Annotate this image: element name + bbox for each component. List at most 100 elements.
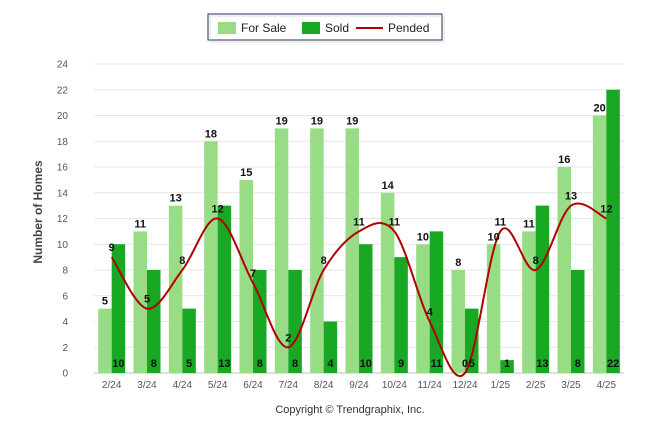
x-tick-label: 2/24 [102, 380, 122, 391]
bar-for-sale[interactable] [98, 308, 112, 373]
data-label-sold: 11 [431, 358, 443, 370]
bar-sold[interactable] [359, 244, 373, 373]
bar-for-sale[interactable] [451, 270, 466, 373]
bar-for-sale[interactable] [522, 231, 536, 373]
data-label-for-sale: 5 [102, 296, 108, 308]
y-tick-label: 16 [57, 163, 69, 174]
legend-item-for-sale[interactable]: For Sale [218, 21, 287, 35]
bar-sold[interactable] [323, 321, 338, 374]
data-label-pended: 11 [389, 216, 401, 228]
legend-item-sold[interactable]: Sold [302, 21, 349, 35]
y-tick-label: 10 [57, 240, 69, 251]
bar-for-sale[interactable] [168, 205, 183, 373]
bar-for-sale[interactable] [274, 128, 289, 373]
data-label-pended: 13 [565, 191, 577, 203]
bar-sold[interactable] [571, 270, 585, 373]
data-label-for-sale: 11 [523, 218, 535, 230]
data-label-for-sale: 14 [381, 180, 394, 192]
data-label-sold: 8 [151, 358, 157, 370]
data-label-sold: 10 [360, 358, 372, 370]
legend: For Sale Sold Pended [207, 13, 445, 43]
bars [98, 89, 620, 374]
x-tick-label: 3/25 [561, 380, 581, 391]
bar-for-sale[interactable] [310, 128, 324, 373]
bar-sold[interactable] [182, 308, 196, 373]
bar-for-sale[interactable] [486, 244, 501, 373]
x-tick-label: 4/24 [173, 380, 193, 391]
data-label-pended: 9 [109, 242, 115, 254]
legend-item-pended[interactable]: Pended [356, 21, 429, 35]
x-tick-label: 8/24 [314, 380, 334, 391]
y-tick-label: 8 [62, 266, 68, 277]
y-tick-label: 0 [62, 369, 68, 380]
y-tick-label: 18 [57, 137, 69, 148]
data-label-for-sale: 11 [134, 218, 146, 230]
bar-sold[interactable] [606, 89, 620, 373]
bar-sold[interactable] [288, 270, 302, 373]
bar-for-sale[interactable] [592, 115, 607, 374]
data-label-pended: 11 [353, 216, 365, 228]
data-label-sold: 8 [292, 358, 298, 370]
data-label-pended: 8 [179, 255, 185, 267]
bar-sold[interactable] [535, 205, 550, 373]
y-tick-label: 6 [62, 291, 68, 302]
data-label-for-sale: 13 [169, 193, 181, 205]
data-label-sold: 5 [186, 358, 192, 370]
data-label-for-sale: 19 [346, 115, 358, 127]
data-label-for-sale: 19 [275, 115, 287, 127]
y-tick-label: 14 [57, 188, 69, 199]
bar-for-sale[interactable] [557, 167, 572, 373]
data-label-pended: 5 [144, 294, 150, 306]
y-tick-label: 4 [62, 317, 68, 328]
bar-sold[interactable] [500, 360, 514, 373]
bar-sold[interactable] [429, 231, 444, 373]
data-label-for-sale: 20 [593, 103, 605, 115]
bar-sold[interactable] [147, 270, 161, 373]
bar-for-sale[interactable] [380, 192, 395, 373]
data-label-pended: 12 [600, 204, 612, 216]
x-tick-label: 9/24 [349, 380, 369, 391]
data-label-for-sale: 19 [311, 115, 323, 127]
bar-for-sale[interactable] [239, 179, 254, 373]
bar-sold[interactable] [111, 244, 126, 373]
data-label-sold: 4 [327, 358, 334, 370]
x-tick-label: 12/24 [452, 380, 477, 391]
x-tick-label: 11/24 [418, 380, 443, 391]
y-tick-label: 22 [57, 85, 69, 96]
data-label-for-sale: 8 [455, 257, 461, 269]
data-label-for-sale: 10 [417, 231, 429, 243]
x-tick-label: 10/24 [382, 380, 407, 391]
data-label-pended: 2 [285, 332, 291, 344]
data-label-pended: 11 [495, 216, 507, 228]
bar-for-sale[interactable] [133, 231, 148, 373]
bar-for-sale[interactable] [416, 244, 430, 373]
data-label-sold: 9 [398, 358, 404, 370]
x-tick-label: 1/25 [491, 380, 511, 391]
copyright-footer: Copyright © Trendgraphix, Inc. [275, 404, 424, 416]
bar-sold[interactable] [253, 270, 267, 373]
y-tick-label: 2 [62, 343, 68, 354]
data-label-pended: 8 [321, 255, 327, 267]
bar-for-sale[interactable] [345, 128, 360, 373]
data-label-for-sale: 15 [240, 167, 252, 179]
data-label-pended: 12 [212, 204, 224, 216]
pended-line-layer [110, 202, 607, 377]
y-tick-label: 20 [57, 111, 69, 122]
x-tick-label: 3/24 [137, 380, 157, 391]
legend-label-for-sale: For Sale [241, 21, 287, 35]
data-label-sold: 13 [218, 358, 230, 370]
data-label-sold: 1 [504, 358, 510, 370]
data-label-for-sale: 18 [205, 128, 217, 140]
data-label-sold: 8 [257, 358, 263, 370]
bar-sold[interactable] [394, 257, 408, 373]
data-label-sold: 8 [575, 358, 581, 370]
bar-sold[interactable] [465, 308, 479, 373]
bar-sold[interactable] [217, 205, 232, 373]
x-tick-label: 4/25 [597, 380, 617, 391]
data-label-sold: 5 [469, 358, 475, 370]
bar-for-sale[interactable] [204, 141, 218, 373]
data-label-pended: 4 [427, 307, 434, 319]
pended-line[interactable] [110, 202, 607, 377]
